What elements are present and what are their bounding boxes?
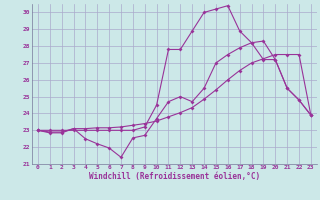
X-axis label: Windchill (Refroidissement éolien,°C): Windchill (Refroidissement éolien,°C) [89,172,260,181]
